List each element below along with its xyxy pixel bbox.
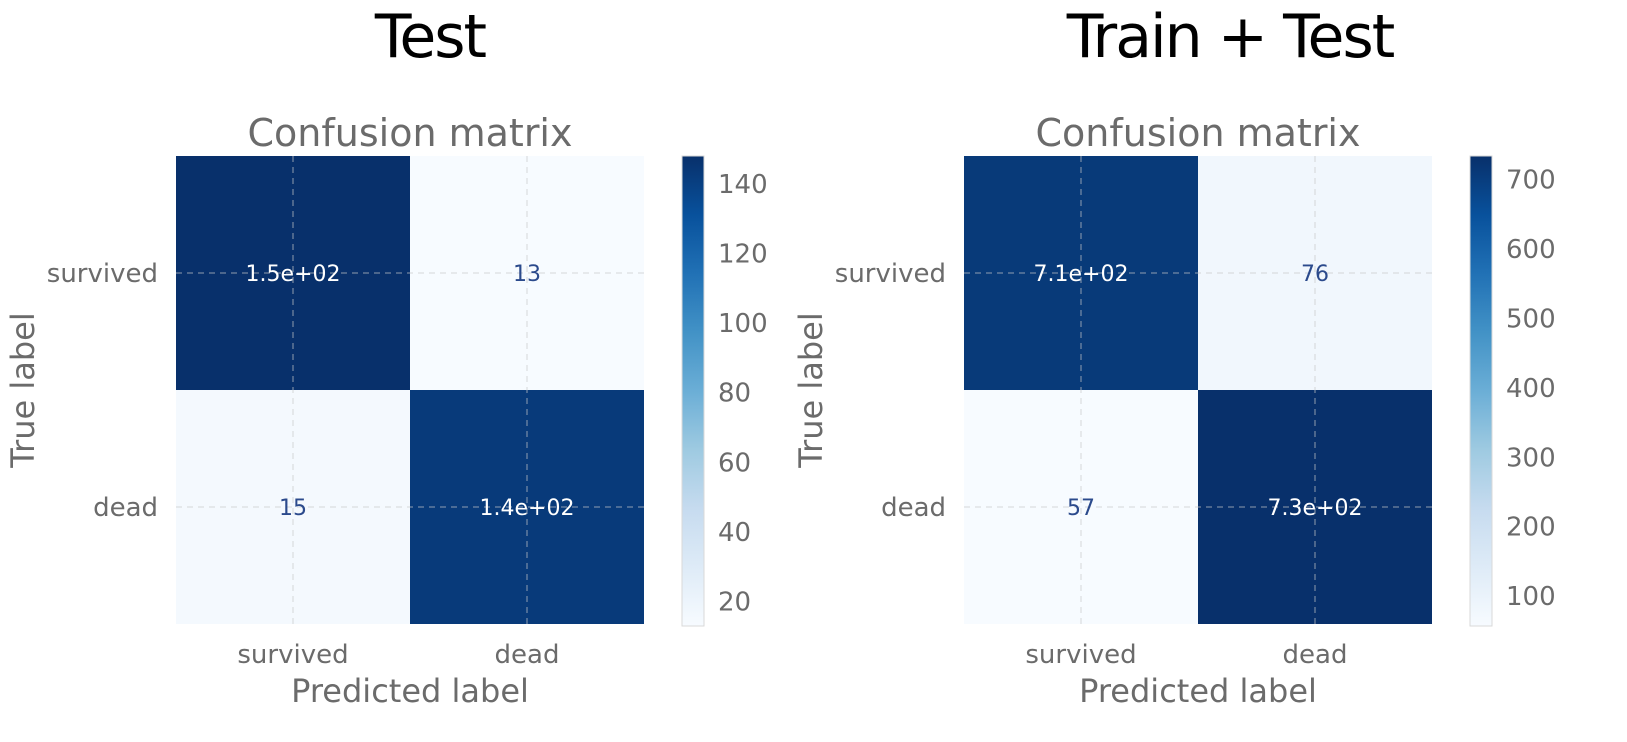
cell-value-label: 7.3e+02 (1268, 496, 1363, 521)
x-axis-label: Predicted label (291, 672, 529, 710)
cell-value-label: 1.5e+02 (246, 262, 341, 287)
colorbar-tick-label: 100 (1506, 582, 1556, 612)
colorbar-tick-label: 80 (718, 379, 751, 409)
x-axis-label: Predicted label (1079, 672, 1317, 710)
colorbar (1469, 155, 1493, 627)
y-tick-label: dead (881, 493, 946, 523)
colorbar-tick-label: 200 (1506, 513, 1556, 543)
colorbar-tick-label: 60 (718, 448, 751, 478)
colorbar-tick-label: 600 (1506, 235, 1556, 265)
colorbar-tick-label: 40 (718, 518, 751, 548)
cell-value-label: 1.4e+02 (480, 496, 575, 521)
colorbar-tick-label: 20 (718, 588, 751, 618)
y-tick-label: survived (835, 259, 946, 289)
y-axis-label: True label (4, 312, 42, 469)
x-tick-label: dead (495, 640, 560, 670)
colorbar-tick-label: 140 (718, 170, 768, 200)
y-tick-label: dead (93, 493, 158, 523)
confusion-matrix-train-test: Confusion matrix 7.1e+02 76 57 7.3e+02 surviv… (792, 111, 1556, 710)
cell-value-label: 57 (1067, 496, 1095, 521)
y-tick-label: survived (47, 259, 158, 289)
confusion-matrix-test: Confusion matrix 1.5e+02 13 15 1.4e+02 surviv… (4, 111, 768, 710)
x-tick-label: survived (237, 640, 348, 670)
cell-value-label: 13 (513, 262, 541, 287)
colorbar-tick-label: 100 (718, 309, 768, 339)
colorbar-tick-label: 700 (1506, 166, 1556, 196)
cell-value-label: 15 (279, 496, 307, 521)
colorbar (681, 155, 705, 627)
y-axis-label: True label (792, 312, 830, 469)
colorbar-tick-label: 400 (1506, 374, 1556, 404)
panel-title-train-test: Train + Test (1066, 2, 1396, 72)
chart-title: Confusion matrix (1036, 111, 1361, 155)
cell-value-label: 7.1e+02 (1034, 262, 1129, 287)
x-tick-label: survived (1025, 640, 1136, 670)
cell-value-label: 76 (1301, 262, 1329, 287)
colorbar-tick-label: 120 (718, 239, 768, 269)
colorbar-tick-label: 500 (1506, 304, 1556, 334)
chart-title: Confusion matrix (248, 111, 573, 155)
panel-title-test: Test (374, 2, 487, 72)
colorbar-tick-label: 300 (1506, 443, 1556, 473)
x-tick-label: dead (1283, 640, 1348, 670)
